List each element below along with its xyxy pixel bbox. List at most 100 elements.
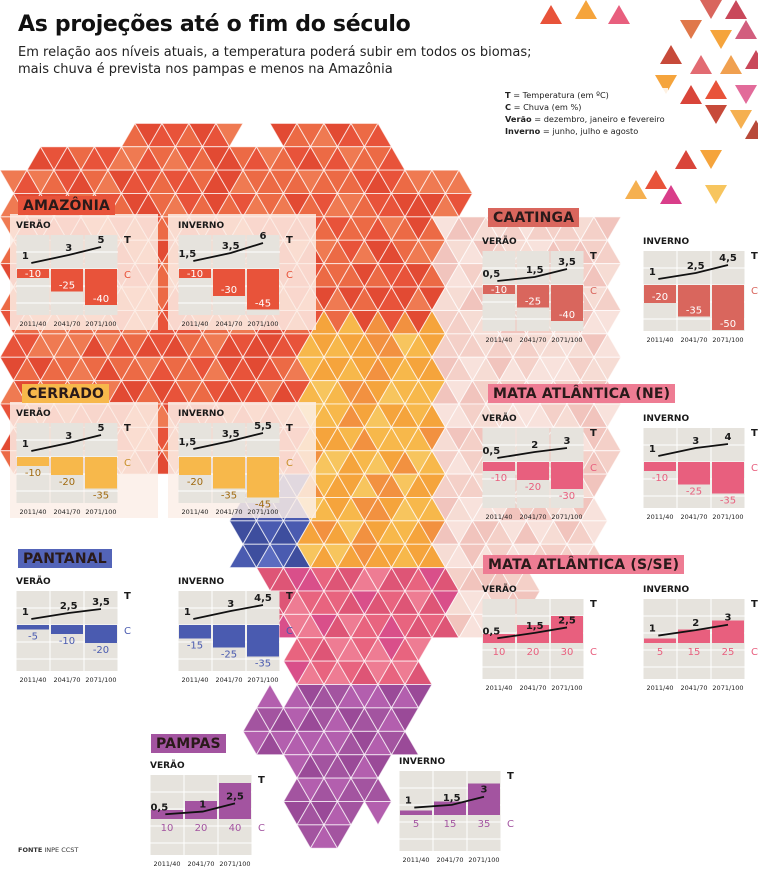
- chart-mata-sse-verao: VERÃO 10 20 30 0,5 1,5 2,5 T C 2011/40 2041/70 2071…: [482, 585, 612, 695]
- rain-value-label: -30: [559, 491, 575, 502]
- temperature-line: [658, 443, 729, 457]
- rain-bar: [247, 269, 279, 310]
- season-label: INVERNO: [178, 221, 225, 231]
- category-label: 2071/100: [551, 513, 582, 521]
- category-label: 2071/100: [551, 336, 582, 344]
- mini-chart-svg: -10 -20 -35 1 3 5 T C 2011/40 2041/70 2071/100: [16, 423, 131, 516]
- decorative-triangle: [660, 185, 682, 204]
- category-label: 2011/40: [646, 336, 673, 344]
- temperature-value-label: 3: [725, 613, 732, 624]
- rain-value-label: -30: [221, 285, 237, 296]
- temperature-value-label: 4,5: [254, 593, 272, 604]
- season-label: VERÃO: [16, 409, 51, 419]
- rain-value-label: -45: [255, 500, 271, 511]
- category-label: 2041/70: [215, 320, 242, 328]
- category-label: 2071/100: [712, 336, 743, 344]
- temperature-line: [193, 242, 264, 262]
- temperature-value-label: 1,5: [178, 249, 196, 260]
- temperature-line: [31, 434, 102, 452]
- decorative-triangle: [700, 0, 722, 19]
- rain-value-label: -10: [491, 473, 507, 484]
- temperature-value-label: 2,5: [226, 791, 244, 802]
- temperature-value-label: 2: [692, 618, 699, 629]
- rain-bar: [85, 625, 117, 643]
- category-label: 2041/70: [215, 508, 242, 516]
- rain-bar: [185, 801, 217, 819]
- map-triangle: [215, 122, 244, 148]
- temperature-value-label: 3,5: [558, 257, 576, 268]
- rain-value-label: -35: [720, 496, 736, 507]
- category-label: 2071/100: [712, 513, 743, 521]
- rain-bar: [678, 629, 710, 643]
- temperature-line: [497, 447, 568, 459]
- rain-value-label: 15: [444, 819, 457, 830]
- decorative-triangle: [680, 20, 702, 39]
- c-axis-label: C: [286, 458, 293, 469]
- mini-chart-svg: -10 -30 -45 1,5 3,5 6 T C 2011/40 2041/70 2071/100: [178, 231, 293, 328]
- legend-inverno-key: Inverno: [505, 126, 541, 136]
- chart-pampas-verao: VERÃO 10 20 40 0,5 1 2,5 T C 2011/40 2041/70 2071/1…: [150, 761, 280, 871]
- decorative-triangle: [705, 185, 727, 204]
- temperature-value-label: 3,5: [222, 241, 240, 252]
- chart-cerrado-verao: VERÃO -10 -20 -35 1 3 5 T C 2011/40 2041/70 2071/10…: [16, 409, 146, 519]
- decorative-triangle: [730, 110, 752, 129]
- temperature-value-label: 6: [260, 231, 267, 242]
- chart-pampas-inverno: INVERNO 5 15 35 1 1,5 3 T C 2011/40 2041/70 2071/10…: [399, 757, 529, 867]
- category-label: 2071/100: [247, 508, 278, 516]
- rain-value-label: 20: [527, 647, 540, 658]
- map-triangle: [404, 637, 433, 663]
- category-label: 2041/70: [187, 860, 214, 868]
- rain-value-label: -35: [686, 306, 702, 317]
- t-axis-label: T: [124, 235, 131, 246]
- season-label: INVERNO: [643, 237, 690, 247]
- rain-bar: [517, 462, 549, 480]
- rain-value-label: 15: [688, 647, 701, 658]
- season-label: VERÃO: [482, 585, 517, 595]
- rain-bar: [219, 783, 251, 819]
- season-label: INVERNO: [643, 585, 690, 595]
- season-label: INVERNO: [178, 409, 225, 419]
- temperature-value-label: 1: [649, 267, 656, 278]
- legend-inverno-desc: = junho, julho e agosto: [540, 126, 639, 136]
- t-axis-label: T: [590, 599, 597, 610]
- c-axis-label: C: [751, 286, 758, 297]
- temperature-value-label: 3: [65, 243, 72, 254]
- rain-value-label: -35: [221, 491, 237, 502]
- rain-bar: [400, 810, 432, 815]
- mini-chart-svg: 5 15 35 1 1,5 3 T C 2011/40 2041/70 2071/100: [399, 771, 514, 864]
- temperature-value-label: 1,5: [178, 437, 196, 448]
- decorative-triangle: [725, 0, 747, 19]
- chart-amazonia-inverno: INVERNO -10 -30 -45 1,5 3,5 6 T C 2011/40 2041/70 2…: [178, 221, 308, 331]
- t-axis-label: T: [751, 428, 758, 439]
- rain-value-label: -10: [652, 473, 668, 484]
- temperature-value-label: 3,5: [92, 597, 110, 608]
- decorative-triangle: [655, 75, 677, 94]
- rain-value-label: -40: [93, 294, 109, 305]
- category-label: 2011/40: [485, 513, 512, 521]
- t-axis-label: T: [751, 599, 758, 610]
- t-axis-label: T: [258, 775, 265, 786]
- legend: T = Temperatura (em ºC) C = Chuva (em %)…: [502, 88, 668, 138]
- map-triangle: [363, 800, 393, 826]
- category-label: 2011/40: [181, 676, 208, 684]
- biome-tag-pantanal: PANTANAL: [18, 549, 112, 568]
- c-axis-label: C: [590, 463, 597, 474]
- c-axis-label: C: [124, 270, 131, 281]
- rain-bar: [213, 269, 245, 296]
- chart-caatinga-inverno: INVERNO -20 -35 -50 1 2,5 4,5 T C 2011/40 2041/70 2…: [643, 237, 758, 347]
- mini-chart-svg: -10 -25 -40 0,5 1,5 3,5 T C 2011/40 2041/70 2071/1…: [482, 251, 597, 344]
- temperature-line: [165, 802, 236, 816]
- mini-chart-svg: -10 -25 -35 1 3 4 T C 2011/40 2041/70 2071/100: [643, 428, 758, 521]
- category-label: 2011/40: [646, 684, 673, 692]
- rain-value-label: 40: [229, 823, 242, 834]
- mini-chart-svg: -20 -35 -45 1,5 3,5 5,5 T C 2011/40 2041/70 2071/1…: [178, 421, 293, 516]
- temperature-line: [31, 608, 102, 620]
- rain-value-label: -25: [686, 487, 702, 498]
- rain-value-label: -20: [93, 645, 109, 656]
- rain-bar: [179, 625, 211, 639]
- c-axis-label: C: [258, 823, 265, 834]
- c-axis-label: C: [124, 626, 131, 637]
- decorative-triangle: [625, 180, 647, 199]
- rain-bar: [644, 638, 676, 643]
- rain-bar: [483, 285, 515, 294]
